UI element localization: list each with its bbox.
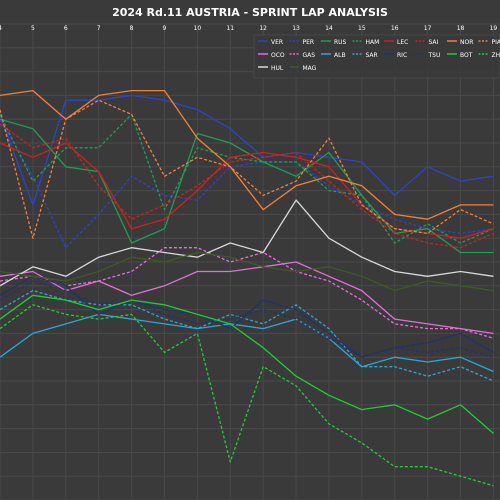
x-tick-labels: 4 5 6 7 8 9 10 11 12 13 14 15 16 17 18 19 xyxy=(0,25,497,32)
legend-label-pia: PIA xyxy=(492,39,500,46)
legend: VER PER RUS HAM LEC SAI NOR PIA OCO GAS ALB SAR RIC T… xyxy=(253,34,500,79)
series-line-hul xyxy=(0,199,494,287)
x-tick-label: 19 xyxy=(490,25,498,32)
series-line-alb xyxy=(0,313,494,373)
legend-label-zho: ZHO xyxy=(492,52,500,59)
series-line-mag xyxy=(0,251,494,292)
x-tick-label: 8 xyxy=(130,25,134,32)
series-line-gas xyxy=(0,247,494,339)
x-tick-label: 4 xyxy=(0,25,2,32)
x-tick-label: 17 xyxy=(424,25,432,32)
legend-label-mag: MAG xyxy=(303,65,317,72)
legend-label-rus: RUS xyxy=(334,39,347,46)
series-line-ver xyxy=(0,94,494,206)
legend-box xyxy=(253,34,500,79)
x-tick-label: 7 xyxy=(97,25,101,32)
x-tick-label: 18 xyxy=(457,25,465,32)
x-tick-label: 6 xyxy=(64,25,68,32)
legend-label-nor: NOR xyxy=(460,39,473,46)
x-tick-label: 12 xyxy=(259,25,267,32)
x-tick-label: 11 xyxy=(226,25,234,32)
series-line-pia xyxy=(0,99,494,239)
series-line-sar xyxy=(0,289,494,382)
legend-label-tsu: TSU xyxy=(428,52,441,59)
series-line-sai xyxy=(0,123,494,249)
legend-label-gas: GAS xyxy=(303,52,316,59)
x-tick-label: 5 xyxy=(31,25,35,32)
legend-label-per: PER xyxy=(303,39,315,46)
legend-label-oco: OCO xyxy=(271,52,285,59)
legend-label-alb: ALB xyxy=(334,52,346,59)
series-line-nor xyxy=(0,89,494,220)
series-line-per xyxy=(0,118,494,249)
legend-label-ham: HAM xyxy=(366,39,380,46)
x-tick-label: 13 xyxy=(292,25,300,32)
legend-label-bot: BOT xyxy=(460,52,473,59)
legend-label-ver: VER xyxy=(271,39,283,46)
legend-label-hul: HUL xyxy=(271,65,284,72)
grid xyxy=(0,23,500,500)
series-line-oco xyxy=(0,261,494,335)
x-tick-label: 10 xyxy=(194,25,202,32)
series-line-tsu xyxy=(0,280,494,358)
series-line-zho xyxy=(0,304,494,487)
chart-title: 2024 Rd.11 AUSTRIA - SPRINT LAP ANALYSIS xyxy=(112,6,388,19)
legend-label-sai: SAI xyxy=(429,39,439,46)
legend-label-sar: SAR xyxy=(366,52,378,59)
series-line-bot xyxy=(0,294,494,434)
legend-label-lec: LEC xyxy=(397,39,408,46)
series-lines xyxy=(0,89,494,487)
x-tick-label: 16 xyxy=(391,25,399,32)
legend-label-ric: RIC xyxy=(397,52,407,59)
x-tick-label: 9 xyxy=(163,25,167,32)
x-tick-label: 15 xyxy=(358,25,366,32)
x-tick-label: 14 xyxy=(325,25,333,32)
